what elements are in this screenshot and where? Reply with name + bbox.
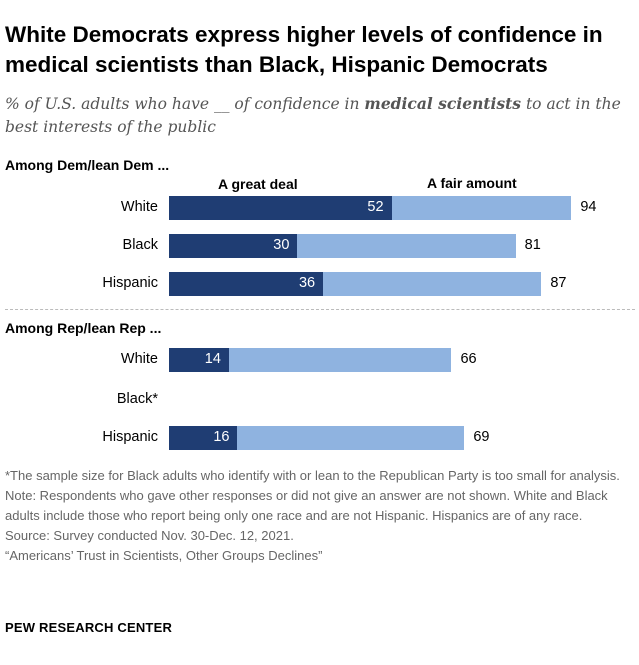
bar-fair-amount (297, 234, 516, 258)
group-label-dem: Among Dem/lean Dem ... (5, 157, 170, 173)
bar-value-great-deal: 14 (204, 351, 221, 367)
footnote-source: Source: Survey conducted Nov. 30-Dec. 12… (5, 528, 294, 543)
bar-value-total: 87 (550, 275, 567, 291)
bar-great-deal (169, 348, 229, 372)
legend-great-deal: A great deal (218, 176, 298, 192)
footnotes: *The sample size for Black adults who id… (5, 466, 635, 566)
bar-great-deal (169, 426, 238, 450)
bar-value-great-deal: 30 (273, 237, 290, 253)
row-label-hispanic: Hispanic (102, 429, 158, 445)
section-divider (5, 309, 635, 310)
legend-fair-amount: A fair amount (427, 175, 517, 191)
group-label-rep: Among Rep/lean Rep ... (5, 320, 162, 336)
bar-great-deal (169, 234, 298, 258)
bar-fair-amount (323, 272, 542, 296)
bar-value-great-deal: 36 (298, 275, 316, 291)
bar-value-total: 94 (580, 199, 597, 215)
source-organization: PEW RESEARCH CENTER (5, 620, 173, 635)
footnote-sample-size: *The sample size for Black adults who id… (5, 468, 620, 483)
row-label-white: White (120, 199, 158, 215)
footnote-report-title: “Americans’ Trust in Scientists, Other G… (5, 548, 323, 563)
row-label-black: Black* (116, 391, 158, 407)
row-label-black: Black (122, 237, 158, 253)
bar-great-deal (169, 196, 392, 220)
subtitle-text-end: to act in the best interests of the publ… (5, 95, 621, 136)
bar-fair-amount (237, 426, 465, 450)
bar-value-total: 69 (473, 429, 490, 445)
bar-fair-amount (391, 196, 572, 220)
bar-value-great-deal: 16 (213, 429, 230, 445)
bar-great-deal (169, 272, 324, 296)
chart-subtitle: % of U.S. adults who have __ of confiden… (5, 92, 630, 139)
footnote-note: Note: Respondents who gave other respons… (5, 488, 608, 523)
bar-value-great-deal: 52 (367, 199, 384, 215)
subtitle-emphasis: medical scientists (364, 94, 522, 113)
row-label-white: White (120, 351, 158, 367)
chart-title: White Democrats express higher levels of… (5, 22, 603, 77)
bar-fair-amount (228, 348, 452, 372)
bar-value-total: 66 (460, 351, 477, 367)
row-label-hispanic: Hispanic (102, 275, 158, 291)
subtitle-text-start: % of U.S. adults who have __ of confiden… (5, 95, 365, 113)
bar-value-total: 81 (524, 237, 541, 253)
